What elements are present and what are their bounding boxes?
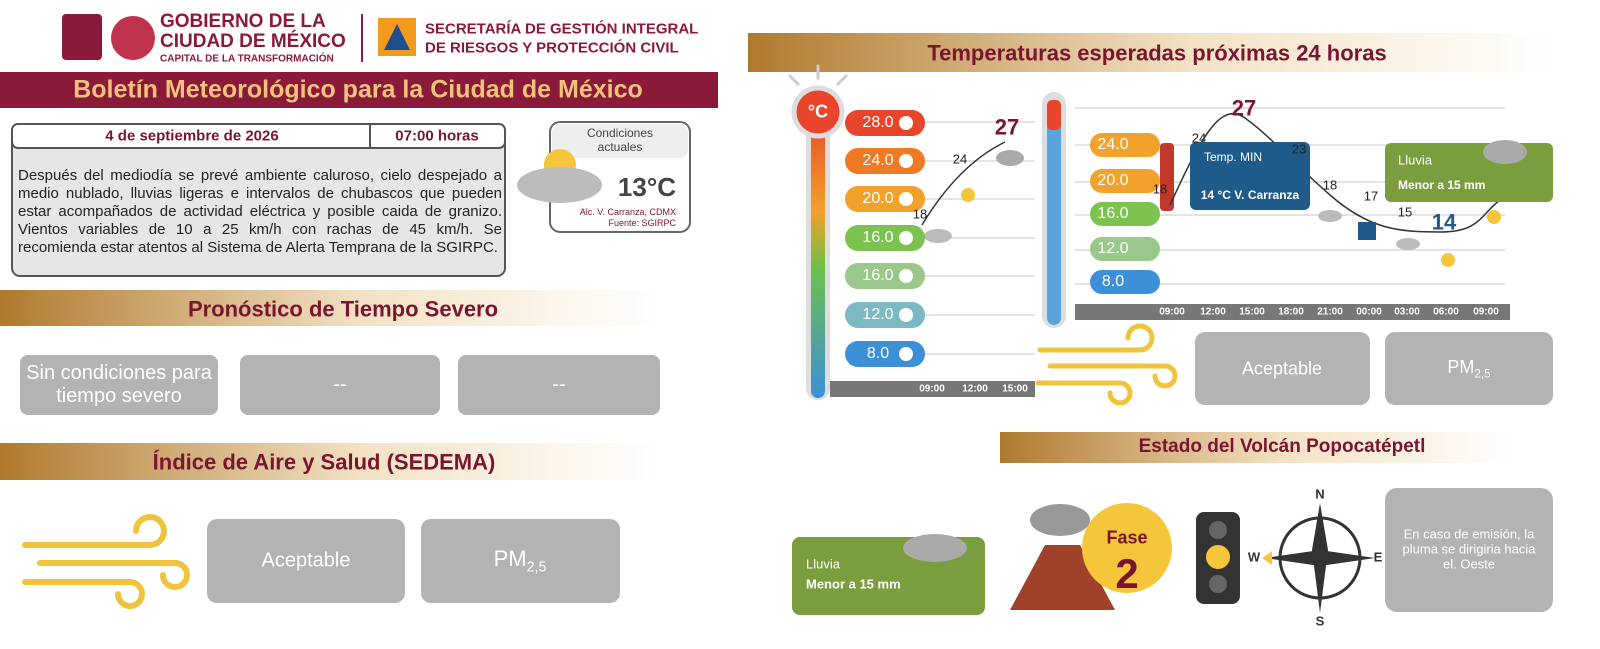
air-boxes (207, 519, 620, 603)
time-label: 09:00 (1473, 306, 1499, 318)
pollutant-sub: 2,5 (526, 559, 547, 576)
bulletin-box (11, 121, 691, 277)
header-text: DE RIESGOS Y PROTECCIÓN CIVIL (425, 39, 679, 57)
scale-label: 12.0 (862, 305, 894, 323)
section-title: Índice de Aire y Salud (SEDEMA) (152, 449, 496, 475)
pollutant-sub: 2,5 (1474, 367, 1491, 381)
time-label: 12:00 (1200, 306, 1226, 318)
scale-label: 24.0 (862, 151, 894, 169)
bulletin-time: 07:00 horas (395, 127, 479, 145)
header-motto: CAPITAL DE LA TRANSFORMACIÓN (160, 53, 334, 65)
current-source: Fuente: SGIRPC (608, 217, 676, 228)
section-bar (0, 290, 660, 326)
temp-point: 24 (1191, 130, 1207, 146)
severe-item: -- (333, 373, 347, 396)
pollutant: PM2,5 (494, 546, 547, 576)
rain-detail: Menor a 15 mm (1398, 178, 1486, 193)
phase-label: Fase (1106, 527, 1148, 548)
scale-label: 16.0 (862, 228, 894, 246)
time-label: 15:00 (1239, 306, 1265, 318)
rain-label: Lluvia (806, 556, 840, 572)
pollutant-name: PM (493, 546, 527, 572)
time-label: 21:00 (1317, 306, 1343, 318)
temp-point: 27 (994, 114, 1020, 140)
scale-label: 20.0 (862, 189, 894, 207)
temp-point: 18 (912, 206, 928, 222)
bulletin-date: 4 de septiembre de 2026 (105, 127, 279, 145)
severe-item: Sin condiciones para tiempo severo (26, 362, 212, 407)
scale-label: 8.0 (866, 344, 890, 362)
section-bar (0, 443, 660, 480)
temp-point: 18 (1152, 181, 1168, 197)
compass-letter: W (1247, 549, 1261, 565)
time-label: 09:00 (1159, 306, 1185, 318)
section-title: Pronóstico de Tiempo Severo (187, 296, 499, 322)
temp-point: 15 (1397, 204, 1413, 220)
header-text: CIUDAD DE MÉXICO (160, 31, 346, 53)
time-label: 12:00 (962, 383, 988, 395)
unit: °C (807, 101, 829, 122)
scale-label: 24.0 (1097, 135, 1129, 153)
bulletin-text: Después del mediodía se prevé ambiente c… (18, 167, 502, 256)
pollutant-name: PM (1447, 356, 1475, 377)
scale-label: 28.0 (862, 113, 894, 131)
phase: 2 (1115, 549, 1139, 597)
air-boxes (1195, 332, 1553, 405)
temp-point: 17 (1363, 188, 1379, 204)
logos (62, 14, 416, 62)
temp-point: 18 (1322, 177, 1338, 193)
temp-point: 24 (952, 151, 968, 167)
pills-2 (1090, 133, 1160, 294)
rain-detail: Menor a 15 mm (806, 576, 901, 592)
time-label: 09:00 (919, 383, 945, 395)
current-temp: 13°C (617, 172, 676, 203)
severe-item: -- (552, 373, 566, 396)
header-text: SECRETARÍA DE GESTIÓN INTEGRAL (425, 20, 699, 38)
time-label: 15:00 (1002, 383, 1028, 395)
temp-point: 23 (1291, 141, 1307, 157)
pills-1 (845, 110, 925, 367)
time-label: 18:00 (1278, 306, 1304, 318)
pollutant: PM2,5 (1447, 357, 1490, 381)
scale-label: 16.0 (862, 266, 894, 284)
thermometer-2 (1042, 92, 1553, 328)
air-quality: Aceptable (1241, 358, 1323, 379)
current-label: Condiciones actuales (586, 126, 654, 154)
wind-icon (1035, 323, 1178, 406)
rain-label: Lluvia (1398, 152, 1432, 168)
scale-label: 8.0 (1101, 272, 1125, 290)
air-quality: Aceptable (261, 549, 351, 572)
page-title: Boletín Meteorológico para la Ciudad de … (73, 75, 643, 104)
compass-letter: N (1315, 486, 1325, 502)
temp-point: 14 (1431, 209, 1457, 235)
min-detail: 14 °C V. Carranza (1200, 188, 1300, 203)
wind-icon (22, 514, 190, 609)
compass-letter: E (1373, 549, 1383, 565)
scale-label: 12.0 (1097, 239, 1129, 257)
scale-label: 20.0 (1097, 171, 1129, 189)
current-location: Alc. V. Carranza, CDMX (579, 206, 676, 217)
severe-boxes (20, 355, 660, 415)
volcano-icons (792, 488, 1553, 615)
plume-text: En caso de emisión, la pluma se dirigiri… (1402, 526, 1536, 572)
min-label: Temp. MIN (1204, 150, 1263, 165)
scale-label: 16.0 (1097, 204, 1129, 222)
thermometer-1 (788, 64, 1035, 400)
time-label: 03:00 (1394, 306, 1420, 318)
header-text: GOBIERNO DE LA (160, 11, 326, 33)
title-bar (0, 72, 718, 108)
section-bar (748, 33, 1555, 72)
time-label: 06:00 (1433, 306, 1459, 318)
section-title: Estado del Volcán Popocatépetl (1138, 436, 1426, 458)
temp-point: 27 (1231, 95, 1257, 121)
section-title: Temperaturas esperadas próximas 24 horas (927, 40, 1387, 66)
time-label: 00:00 (1356, 306, 1382, 318)
compass-letter: S (1315, 613, 1325, 629)
section-bar (1000, 432, 1515, 463)
